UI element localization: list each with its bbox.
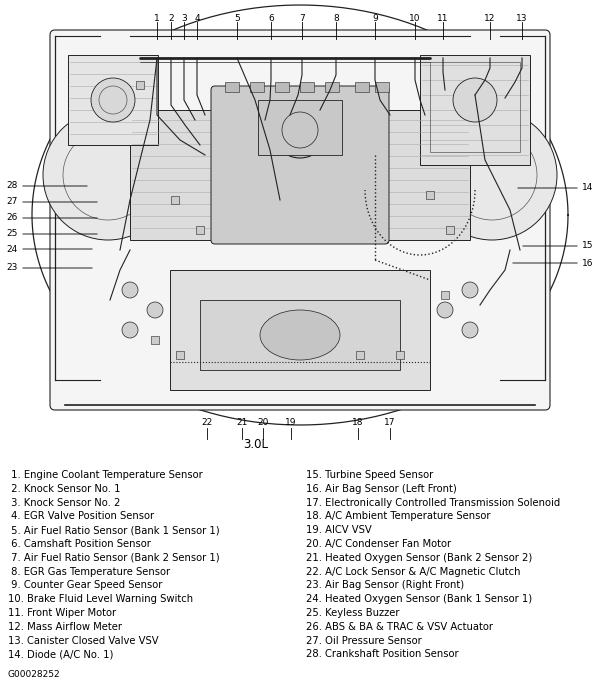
Text: 16: 16 [582,259,593,267]
Bar [258,100,342,155]
Text: 19: 19 [285,418,297,427]
Text: 24: 24 [7,244,18,254]
Circle shape [122,322,138,338]
Bar [136,81,144,89]
Text: 5: 5 [234,14,240,23]
Text: 8: 8 [333,14,339,23]
Text: 3.0L: 3.0L [244,438,269,451]
Text: 9. Counter Gear Speed Sensor: 9. Counter Gear Speed Sensor [8,581,163,590]
Circle shape [122,282,138,298]
Bar [430,62,520,152]
Text: 19. AICV VSV: 19. AICV VSV [306,525,372,535]
Text: 20. A/C Condenser Fan Motor: 20. A/C Condenser Fan Motor [306,539,451,549]
Text: 9: 9 [372,14,378,23]
Text: 26: 26 [7,213,18,222]
Text: 28. Crankshaft Position Sensor: 28. Crankshaft Position Sensor [306,649,458,659]
Text: 14: 14 [582,183,593,192]
Text: 25: 25 [7,230,18,239]
Ellipse shape [260,310,340,360]
Text: 23: 23 [7,263,18,272]
Bar [275,82,289,92]
Text: 21. Heated Oxygen Sensor (Bank 2 Sensor 2): 21. Heated Oxygen Sensor (Bank 2 Sensor … [306,553,532,563]
Text: 3. Knock Sensor No. 2: 3. Knock Sensor No. 2 [8,497,121,508]
Bar [356,351,364,359]
Text: 18. A/C Ambient Temperature Sensor: 18. A/C Ambient Temperature Sensor [306,512,491,521]
Text: G00028252: G00028252 [8,670,61,679]
Text: 7: 7 [299,14,305,23]
Bar [200,300,400,370]
Text: 18: 18 [352,418,364,427]
Text: 26. ABS & BA & TRAC & VSV Actuator: 26. ABS & BA & TRAC & VSV Actuator [306,622,493,632]
Text: 28: 28 [7,181,18,191]
Circle shape [43,110,173,240]
Text: 13. Canister Closed Valve VSV: 13. Canister Closed Valve VSV [8,635,158,646]
Bar [196,226,204,234]
Bar [426,191,434,199]
Circle shape [91,78,135,122]
Bar [355,82,369,92]
Text: 17. Electronically Controlled Transmission Solenoid: 17. Electronically Controlled Transmissi… [306,497,560,508]
Text: 22: 22 [202,418,212,427]
Text: 12: 12 [484,14,496,23]
Text: 8. EGR Gas Temperature Sensor: 8. EGR Gas Temperature Sensor [8,566,170,577]
Text: 2. Knock Sensor No. 1: 2. Knock Sensor No. 1 [8,484,121,494]
Text: 14. Diode (A/C No. 1): 14. Diode (A/C No. 1) [8,649,113,659]
Text: 24. Heated Oxygen Sensor (Bank 1 Sensor 1): 24. Heated Oxygen Sensor (Bank 1 Sensor … [306,594,532,604]
Text: 27. Oil Pressure Sensor: 27. Oil Pressure Sensor [306,635,422,646]
Text: 10. Brake Fluid Level Warning Switch: 10. Brake Fluid Level Warning Switch [8,594,193,604]
Text: 20: 20 [257,418,269,427]
Text: 15: 15 [582,241,593,250]
Bar [151,336,159,344]
FancyBboxPatch shape [211,86,389,244]
Circle shape [437,302,453,318]
Text: 15. Turbine Speed Sensor: 15. Turbine Speed Sensor [306,470,433,480]
Text: 17: 17 [384,418,396,427]
Circle shape [272,102,328,158]
Text: 4: 4 [194,14,200,23]
Text: 10: 10 [409,14,421,23]
Bar [396,351,404,359]
Bar [68,55,158,145]
Bar [130,110,245,240]
Bar [171,196,179,204]
Bar [355,110,470,240]
Bar [420,55,530,165]
Bar [300,82,314,92]
Bar [375,82,389,92]
Circle shape [462,282,478,298]
Bar [446,226,454,234]
Circle shape [147,302,163,318]
Text: 11: 11 [437,14,449,23]
Bar [250,82,264,92]
FancyBboxPatch shape [50,30,550,410]
Text: 1: 1 [154,14,160,23]
Bar [225,82,239,92]
Text: 6: 6 [268,14,274,23]
Text: 2: 2 [168,14,174,23]
Text: 13: 13 [516,14,528,23]
Text: 4. EGR Valve Position Sensor: 4. EGR Valve Position Sensor [8,512,154,521]
Bar [441,291,449,299]
Text: 11. Front Wiper Motor: 11. Front Wiper Motor [8,608,116,618]
Text: 5. Air Fuel Ratio Sensor (Bank 1 Sensor 1): 5. Air Fuel Ratio Sensor (Bank 1 Sensor … [8,525,220,535]
Text: 23. Air Bag Sensor (Right Front): 23. Air Bag Sensor (Right Front) [306,581,464,590]
Bar [325,82,339,92]
Text: 6. Camshaft Position Sensor: 6. Camshaft Position Sensor [8,539,151,549]
Text: 25. Keyless Buzzer: 25. Keyless Buzzer [306,608,400,618]
Circle shape [427,110,557,240]
Bar [176,351,184,359]
Text: 3: 3 [181,14,187,23]
Text: 21: 21 [236,418,248,427]
Circle shape [453,78,497,122]
Text: 16. Air Bag Sensor (Left Front): 16. Air Bag Sensor (Left Front) [306,484,457,494]
Text: 27: 27 [7,198,18,207]
Bar [170,270,430,390]
Text: 7. Air Fuel Ratio Sensor (Bank 2 Sensor 1): 7. Air Fuel Ratio Sensor (Bank 2 Sensor … [8,553,220,563]
Text: 12. Mass Airflow Meter: 12. Mass Airflow Meter [8,622,122,632]
Text: 22. A/C Lock Sensor & A/C Magnetic Clutch: 22. A/C Lock Sensor & A/C Magnetic Clutc… [306,566,521,577]
Text: 1. Engine Coolant Temperature Sensor: 1. Engine Coolant Temperature Sensor [8,470,203,480]
Circle shape [462,322,478,338]
